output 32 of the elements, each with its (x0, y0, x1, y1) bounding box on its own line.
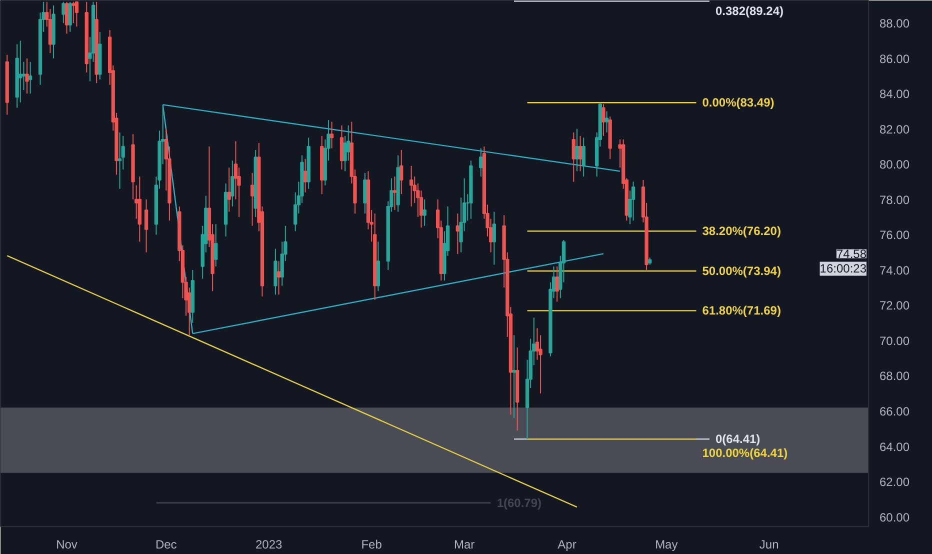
x-tick-label: May (655, 538, 678, 552)
y-tick-label: 66.00 (880, 404, 910, 418)
series-label: 50.00%(73.94) (702, 264, 781, 278)
y-tick-label: 70.00 (880, 334, 910, 348)
annotation: 16:00:23 (820, 262, 867, 276)
annotation: 74.58 (836, 247, 867, 262)
y-tick-label: 76.00 (880, 228, 910, 242)
x-tick-label: Mar (454, 538, 475, 552)
y-tick-label: 78.00 (880, 192, 910, 207)
x-tick-label: Dec (155, 538, 177, 552)
y-tick-label: 84.00 (880, 87, 910, 102)
x-tick-label: 2023 (256, 538, 283, 552)
x-tick-label: Apr (558, 538, 576, 552)
y-tick-label: 82.00 (880, 122, 910, 136)
y-tick-label: 80.00 (880, 158, 910, 172)
x-tick-label: Jun (759, 538, 779, 552)
y-tick-label: 62.00 (880, 475, 910, 490)
series-label: 0.382(89.24) (715, 4, 784, 18)
y-tick-label: 68.00 (880, 369, 910, 384)
x-tick-label: Feb (361, 538, 382, 552)
series-label: 61.80%(71.69) (702, 304, 781, 318)
series-label: 38.20%(76.20) (702, 224, 781, 238)
series-label: 0(64.41) (715, 432, 760, 446)
series-label: 0.00%(83.49) (702, 96, 774, 110)
y-tick-label: 60.00 (880, 510, 910, 524)
y-tick-label: 64.00 (880, 440, 910, 454)
y-tick-label: 72.00 (880, 298, 910, 313)
y-tick-label: 86.00 (880, 52, 910, 66)
x-tick-label: Nov (56, 538, 78, 552)
y-tick-label: 88.00 (880, 16, 910, 31)
series-label: 100.00%(64.41) (702, 446, 788, 460)
y-tick-label: 74.00 (880, 263, 910, 278)
